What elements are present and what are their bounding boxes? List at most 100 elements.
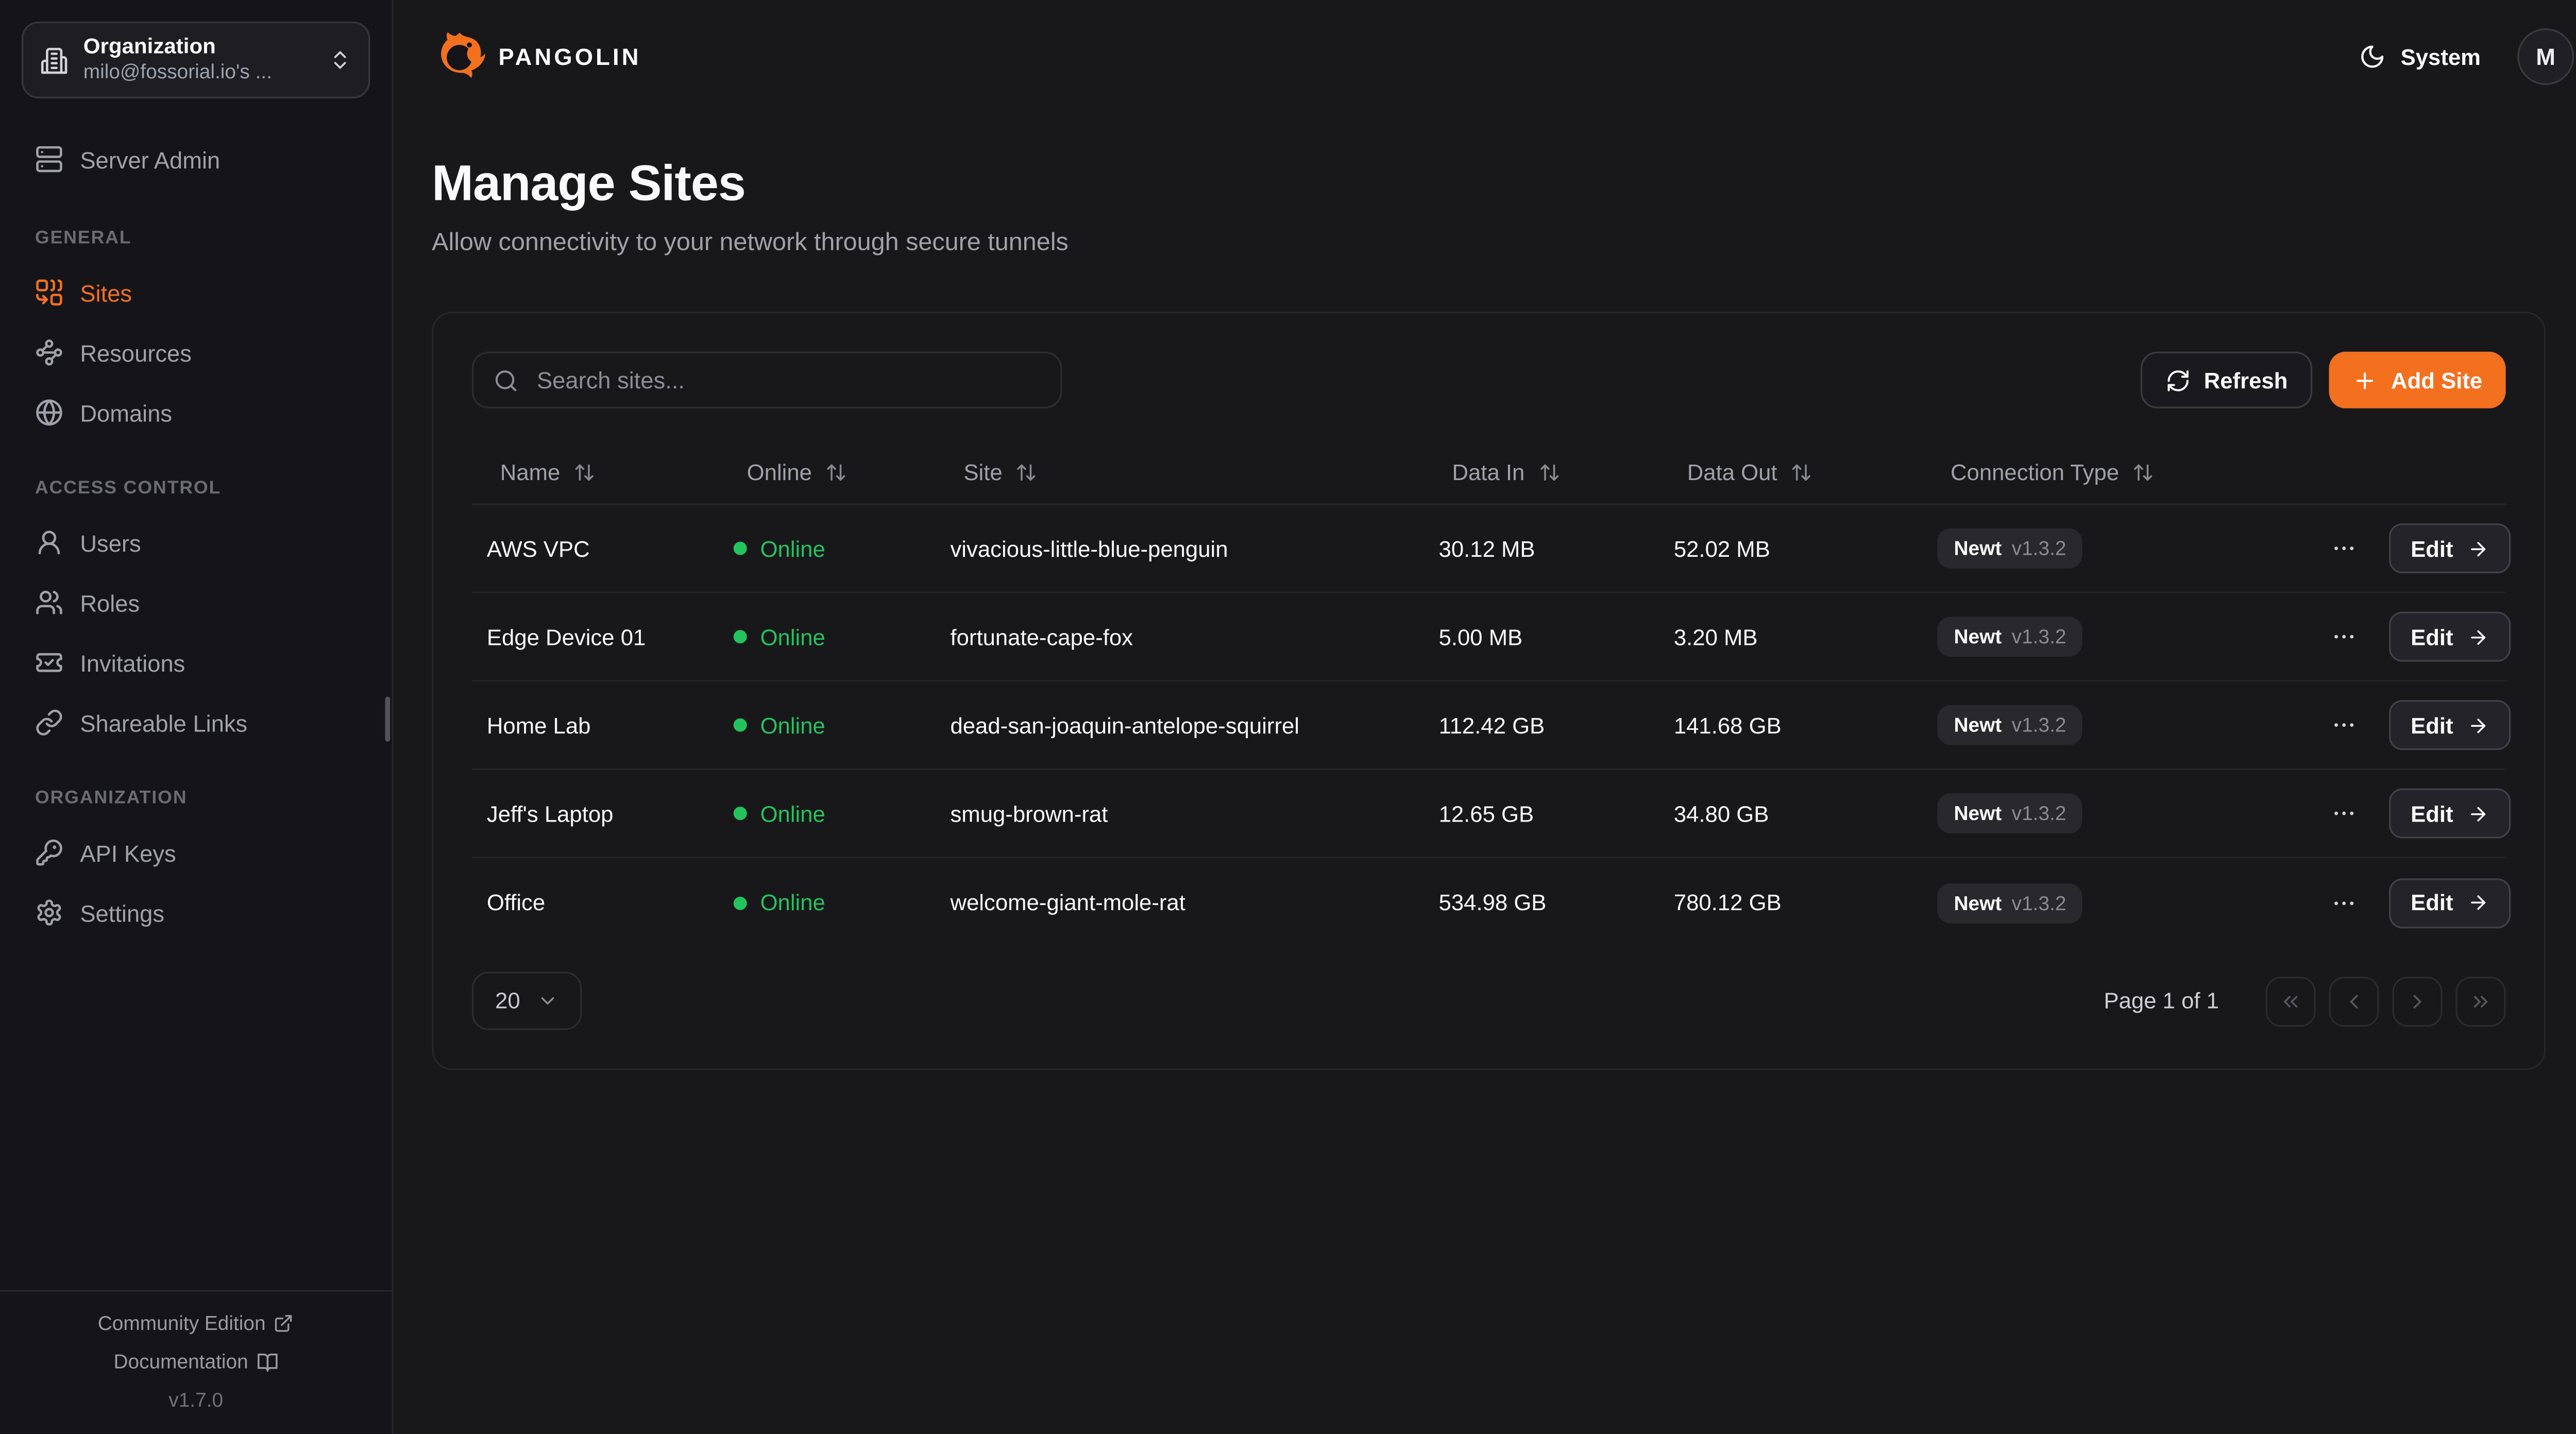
avatar[interactable]: M [2517, 28, 2574, 86]
column-header-data-out[interactable]: Data Out [1659, 460, 1922, 485]
cell-data-out: 34.80 GB [1673, 800, 1769, 826]
column-header-site[interactable]: Site [935, 460, 1423, 485]
sidebar: Organization milo@fossorial.io's ... Ser… [0, 0, 394, 1434]
add-site-button[interactable]: Add Site [2329, 351, 2506, 408]
cell-data-out: 3.20 MB [1673, 624, 1758, 650]
sidebar-item-label: Settings [80, 899, 165, 926]
search-icon [495, 369, 517, 391]
page-subtitle: Allow connectivity to your network throu… [432, 228, 1069, 257]
theme-label: System [2400, 44, 2481, 70]
edit-button[interactable]: Edit [2389, 523, 2510, 574]
sidebar-item-resources[interactable]: Resources [22, 327, 370, 378]
chevron-left-icon [2350, 994, 2358, 1008]
sidebar-item-api-keys[interactable]: API Keys [22, 827, 370, 878]
server-icon [36, 146, 62, 173]
pangolin-logo-icon [441, 32, 485, 78]
edit-button[interactable]: Edit [2389, 788, 2510, 839]
prev-page-button[interactable] [2329, 976, 2379, 1026]
sidebar-item-shareable-links[interactable]: Shareable Links [22, 697, 370, 748]
column-header-name[interactable]: Name [472, 460, 719, 485]
table-row: Office Online welcome-giant-mole-rat 534… [472, 858, 2510, 947]
key-icon [36, 839, 62, 866]
sidebar-item-invitations[interactable]: Invitations [22, 637, 370, 688]
documentation-link[interactable]: Documentation [16, 1350, 375, 1373]
edit-button[interactable]: Edit [2389, 700, 2510, 750]
sidebar-item-users[interactable]: Users [22, 517, 370, 568]
status-dot [733, 896, 747, 910]
ellipsis-icon [2334, 811, 2354, 815]
first-page-button[interactable] [2265, 976, 2316, 1026]
edit-button[interactable]: Edit [2389, 877, 2510, 928]
arrow-right-icon [2470, 806, 2485, 821]
brand-name: PANGOLIN [498, 43, 641, 70]
chevrons-up-down-icon [334, 51, 346, 69]
cell-online: Online [719, 890, 936, 915]
community-edition-link[interactable]: Community Edition [16, 1312, 375, 1335]
sidebar-item-label: Shareable Links [80, 709, 248, 736]
section-label-organization: ORGANIZATION [35, 788, 188, 809]
row-menu-button[interactable] [2327, 797, 2361, 830]
edit-button[interactable]: Edit [2389, 611, 2510, 662]
book-open-icon [257, 1353, 278, 1371]
status-badge: Online [760, 890, 825, 915]
column-header-connection-type[interactable]: Connection Type [1922, 460, 2327, 485]
theme-toggle[interactable]: System [2359, 43, 2481, 70]
row-menu-button[interactable] [2327, 708, 2361, 742]
waypoints-icon [36, 339, 62, 366]
status-dot [733, 541, 747, 555]
cell-site: vivacious-little-blue-penguin [950, 536, 1228, 561]
sidebar-nav: Server Admin GENERAL Sites Resources Dom… [0, 120, 392, 1290]
last-page-button[interactable] [2455, 976, 2506, 1026]
arrow-right-icon [2470, 718, 2485, 732]
cell-data-out: 52.02 MB [1673, 536, 1770, 561]
gear-icon [37, 899, 61, 926]
row-menu-button[interactable] [2327, 886, 2361, 919]
table-row: AWS VPC Online vivacious-little-blue-pen… [471, 505, 2510, 593]
sort-icon [1539, 464, 1558, 481]
ticket-check-icon [36, 653, 62, 672]
cell-name: Jeff's Laptop [486, 800, 614, 826]
page-size-select[interactable]: 20 [471, 971, 582, 1030]
cell-data-out: 141.68 GB [1673, 712, 1782, 738]
sidebar-item-sites[interactable]: Sites [22, 267, 370, 318]
cell-name: Home Lab [486, 712, 591, 738]
sites-table: Name Online Site Data In [471, 442, 2510, 947]
org-selector[interactable]: Organization milo@fossorial.io's ... [22, 22, 370, 98]
search-input[interactable] [533, 365, 1041, 395]
sidebar-item-domains[interactable]: Domains [22, 387, 370, 438]
cell-data-in: 5.00 MB [1438, 624, 1523, 650]
org-selector-value: milo@fossorial.io's ... [83, 60, 273, 84]
sidebar-item-roles[interactable]: Roles [22, 577, 370, 628]
sidebar-item-server-admin[interactable]: Server Admin [22, 133, 370, 185]
column-header-data-in[interactable]: Data In [1423, 460, 1658, 485]
cell-site: welcome-giant-mole-rat [950, 890, 1185, 915]
cell-site: smug-brown-rat [950, 800, 1108, 826]
sidebar-item-label: Resources [80, 339, 192, 366]
sort-icon [1792, 464, 1811, 481]
status-badge: Online [760, 536, 825, 561]
plus-icon [2357, 371, 2374, 388]
brand-logo[interactable]: PANGOLIN [432, 30, 641, 83]
connection-type-badge: Newt v1.3.2 [1937, 705, 2083, 745]
row-menu-button[interactable] [2327, 532, 2361, 565]
next-page-button[interactable] [2392, 976, 2443, 1026]
row-menu-button[interactable] [2327, 620, 2361, 654]
section-label-access-control: ACCESS CONTROL [35, 478, 222, 499]
table-row: Jeff's Laptop Online smug-brown-rat 12.6… [471, 770, 2510, 859]
external-link-icon [276, 1315, 293, 1332]
sidebar-item-settings[interactable]: Settings [22, 886, 370, 938]
sidebar-item-label: Roles [80, 589, 140, 616]
column-header-online[interactable]: Online [719, 460, 936, 485]
sidebar-item-label: API Keys [80, 839, 176, 866]
ellipsis-icon [2334, 635, 2354, 639]
moon-icon [2361, 45, 2384, 68]
sidebar-scrollbar[interactable] [385, 696, 391, 742]
sidebar-item-label: Users [80, 529, 141, 556]
ellipsis-icon [2334, 723, 2354, 727]
sort-icon [1018, 464, 1036, 481]
cell-data-in: 12.65 GB [1438, 800, 1534, 826]
refresh-button[interactable]: Refresh [2140, 351, 2313, 408]
sort-icon [827, 464, 845, 481]
table-row: Home Lab Online dead-san-joaquin-antelop… [471, 681, 2510, 770]
